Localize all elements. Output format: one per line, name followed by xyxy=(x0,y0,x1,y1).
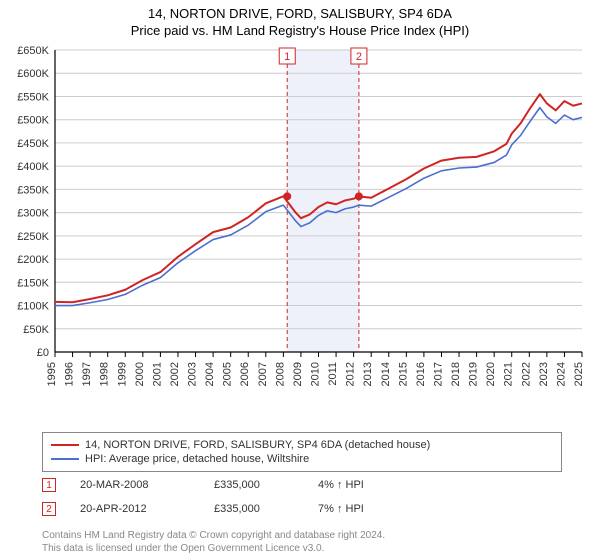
sale-price: £335,000 xyxy=(214,503,294,515)
svg-text:2008: 2008 xyxy=(274,362,286,386)
svg-text:2023: 2023 xyxy=(538,362,550,386)
svg-text:2025: 2025 xyxy=(573,362,585,386)
legend-item: HPI: Average price, detached house, Wilt… xyxy=(51,453,553,465)
sale-record: 2 20-APR-2012 £335,000 7% ↑ HPI xyxy=(42,502,562,516)
svg-text:1995: 1995 xyxy=(46,362,58,386)
svg-text:£0: £0 xyxy=(37,347,49,359)
svg-text:2021: 2021 xyxy=(503,362,515,386)
svg-text:2019: 2019 xyxy=(468,362,480,386)
svg-text:2013: 2013 xyxy=(362,362,374,386)
sale-marker-icon: 2 xyxy=(42,502,56,516)
sale-hpi-diff: 4% ↑ HPI xyxy=(318,479,364,491)
legend-label: HPI: Average price, detached house, Wilt… xyxy=(85,453,309,465)
svg-text:£550K: £550K xyxy=(17,91,49,103)
svg-text:1999: 1999 xyxy=(116,362,128,386)
svg-text:2011: 2011 xyxy=(327,362,339,386)
svg-text:£600K: £600K xyxy=(17,68,49,80)
svg-text:2007: 2007 xyxy=(257,362,269,386)
svg-text:1998: 1998 xyxy=(99,362,111,386)
svg-text:2: 2 xyxy=(356,51,362,63)
sale-marker-icon: 1 xyxy=(42,478,56,492)
svg-text:1996: 1996 xyxy=(64,362,76,386)
svg-text:2002: 2002 xyxy=(169,362,181,386)
svg-text:1997: 1997 xyxy=(81,362,93,386)
legend-item: 14, NORTON DRIVE, FORD, SALISBURY, SP4 6… xyxy=(51,439,553,451)
sale-hpi-diff: 7% ↑ HPI xyxy=(318,503,364,515)
svg-text:£300K: £300K xyxy=(17,208,49,220)
svg-text:£650K: £650K xyxy=(17,45,49,57)
svg-text:£50K: £50K xyxy=(23,324,49,336)
svg-text:£350K: £350K xyxy=(17,184,49,196)
svg-text:2001: 2001 xyxy=(151,362,163,386)
svg-text:2020: 2020 xyxy=(485,362,497,386)
svg-text:1: 1 xyxy=(284,51,290,63)
footer-line: This data is licensed under the Open Gov… xyxy=(42,543,562,556)
svg-text:2022: 2022 xyxy=(520,362,532,386)
sale-record: 1 20-MAR-2008 £335,000 4% ↑ HPI xyxy=(42,478,562,492)
page-subtitle: Price paid vs. HM Land Registry's House … xyxy=(0,23,600,38)
legend-swatch xyxy=(51,458,79,461)
svg-text:2015: 2015 xyxy=(397,362,409,386)
svg-text:£500K: £500K xyxy=(17,115,49,127)
price-chart: £0 £50K £100K £150K £200K £250K £300K £350K £400… xyxy=(0,44,600,424)
legend-label: 14, NORTON DRIVE, FORD, SALISBURY, SP4 6… xyxy=(85,439,430,451)
footer-line: Contains HM Land Registry data © Crown c… xyxy=(42,530,562,543)
svg-text:2005: 2005 xyxy=(222,362,234,386)
sale-price: £335,000 xyxy=(214,479,294,491)
attribution: Contains HM Land Registry data © Crown c… xyxy=(42,530,562,555)
svg-text:£150K: £150K xyxy=(17,277,49,289)
sale-date: 20-MAR-2008 xyxy=(80,479,190,491)
svg-text:2012: 2012 xyxy=(345,362,357,386)
svg-text:2024: 2024 xyxy=(555,362,567,386)
svg-text:£450K: £450K xyxy=(17,138,49,150)
svg-text:2003: 2003 xyxy=(187,362,199,386)
svg-text:2006: 2006 xyxy=(239,362,251,386)
svg-text:2010: 2010 xyxy=(310,362,322,386)
svg-text:2016: 2016 xyxy=(415,362,427,386)
svg-text:£400K: £400K xyxy=(17,161,49,173)
legend: 14, NORTON DRIVE, FORD, SALISBURY, SP4 6… xyxy=(42,432,562,472)
sale-date: 20-APR-2012 xyxy=(80,503,190,515)
legend-swatch xyxy=(51,444,79,447)
page-title: 14, NORTON DRIVE, FORD, SALISBURY, SP4 6… xyxy=(0,6,600,21)
svg-text:£200K: £200K xyxy=(17,254,49,266)
svg-text:£250K: £250K xyxy=(17,231,49,243)
svg-text:2004: 2004 xyxy=(204,362,216,386)
svg-text:2017: 2017 xyxy=(432,362,444,386)
svg-text:2018: 2018 xyxy=(450,362,462,386)
svg-text:2009: 2009 xyxy=(292,362,304,386)
svg-text:£100K: £100K xyxy=(17,301,49,313)
svg-text:2000: 2000 xyxy=(134,362,146,386)
svg-text:2014: 2014 xyxy=(380,362,392,386)
